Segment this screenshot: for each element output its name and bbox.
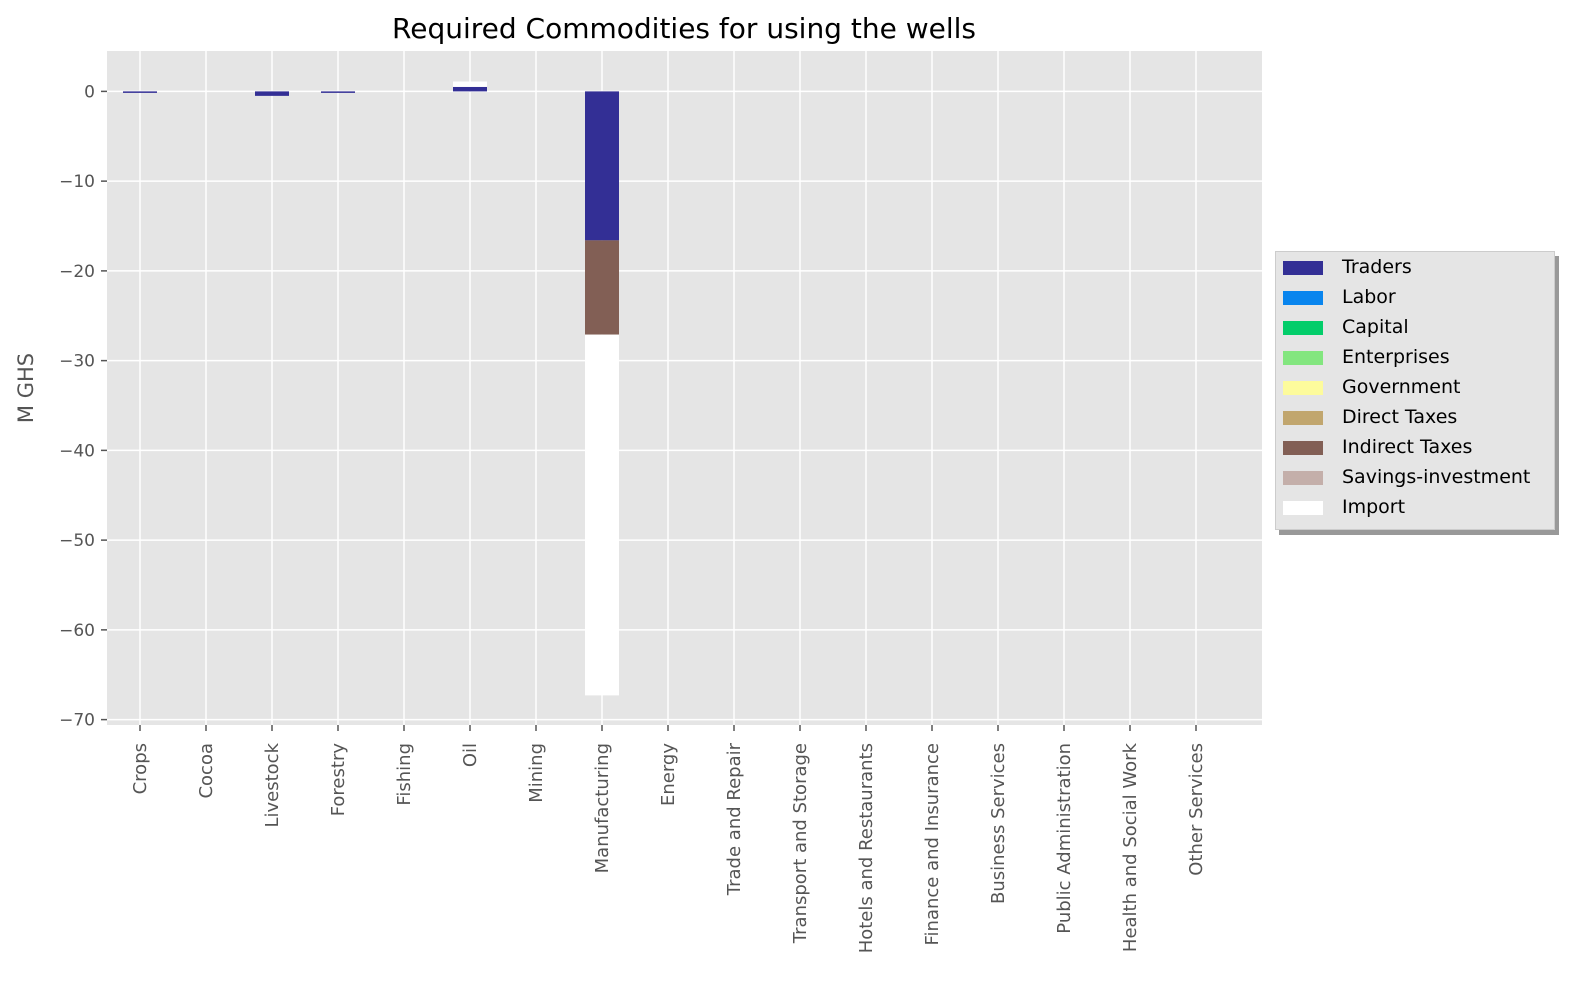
legend-item-indirect-taxes: Indirect Taxes	[1276, 434, 1556, 464]
legend-swatch-savings-investment	[1283, 471, 1323, 485]
bars-layer	[123, 81, 619, 696]
x-tick-label-business-services: Business Services	[988, 743, 1009, 904]
legend-item-direct-taxes: Direct Taxes	[1276, 404, 1556, 434]
bar-manufacturing-indirect-taxes	[585, 240, 619, 335]
y-tick-label: −20	[59, 262, 95, 282]
legend-label-labor: Labor	[1342, 286, 1396, 308]
y-tick-label: −70	[59, 711, 95, 731]
legend-swatch-indirect-taxes	[1283, 441, 1323, 455]
bar-oil-import	[453, 81, 487, 87]
legend-swatch-labor	[1283, 291, 1323, 305]
legend-label-enterprises: Enterprises	[1342, 346, 1450, 368]
grid-layer	[107, 51, 1262, 725]
y-tick-label: −10	[59, 172, 95, 192]
x-tick-label-health-and-social-work: Health and Social Work	[1120, 742, 1141, 952]
y-tick-label: 0	[84, 82, 95, 102]
x-tick-label-public-administration: Public Administration	[1054, 743, 1075, 934]
y-axis-label: M GHS	[14, 353, 38, 423]
legend-item-government: Government	[1276, 374, 1556, 404]
legend-item-capital: Capital	[1276, 314, 1556, 344]
x-tick-label-oil: Oil	[460, 743, 481, 767]
legend-label-import: Import	[1342, 496, 1406, 518]
legend-label-government: Government	[1342, 376, 1461, 398]
x-axis-ticks: Crops Cocoa Livestock Forestry Fishing Oil Min…	[130, 725, 1207, 953]
legend-item-traders: Traders	[1276, 254, 1556, 284]
legend-item-enterprises: Enterprises	[1276, 344, 1556, 374]
legend-swatch-government	[1283, 381, 1323, 395]
legend-label-traders: Traders	[1342, 256, 1412, 278]
plot-area	[107, 51, 1262, 725]
legend-swatch-direct-taxes	[1283, 411, 1323, 425]
x-tick-label-livestock: Livestock	[262, 742, 283, 827]
x-tick-label-finance-and-insurance: Finance and Insurance	[922, 743, 943, 945]
x-tick-label-fishing: Fishing	[394, 743, 415, 806]
legend-item-import: Import	[1276, 494, 1556, 524]
y-tick-label: −50	[59, 531, 95, 551]
y-tick-label: −30	[59, 352, 95, 372]
legend-label-capital: Capital	[1342, 316, 1409, 338]
y-tick-label: −60	[59, 621, 95, 641]
bar-crops-traders	[123, 91, 157, 93]
legend-swatch-enterprises	[1283, 351, 1323, 365]
x-tick-label-energy: Energy	[658, 743, 679, 806]
legend-label-direct-taxes: Direct Taxes	[1342, 406, 1458, 428]
x-tick-label-hotels-and-restaurants: Hotels and Restaurants	[856, 743, 877, 953]
bar-forestry-traders	[321, 91, 355, 93]
y-axis-ticks: 0 −10 −20 −30 −40 −50 −60 −70	[59, 82, 107, 731]
legend-item-labor: Labor	[1276, 284, 1556, 314]
legend: Traders Labor Capital Enterprises Govern…	[1275, 251, 1555, 530]
legend-item-savings-investment: Savings-investment	[1276, 464, 1556, 494]
bar-livestock-traders	[255, 91, 289, 96]
x-tick-label-crops: Crops	[130, 743, 151, 794]
bar-oil-traders	[453, 86, 487, 92]
y-tick-label: −40	[59, 441, 95, 461]
x-tick-label-transport-and-storage: Transport and Storage	[790, 743, 811, 944]
chart-title: Required Commodities for using the wells	[392, 12, 976, 45]
x-tick-label-other-services: Other Services	[1186, 743, 1207, 876]
bar-manufacturing-traders	[585, 91, 619, 241]
x-tick-label-forestry: Forestry	[328, 743, 349, 817]
legend-swatch-traders	[1283, 261, 1323, 275]
x-tick-label-cocoa: Cocoa	[196, 743, 217, 799]
legend-label-indirect-taxes: Indirect Taxes	[1342, 436, 1473, 458]
x-tick-label-trade-and-repair: Trade and Repair	[724, 742, 745, 896]
x-tick-label-manufacturing: Manufacturing	[592, 743, 613, 873]
x-tick-label-mining: Mining	[526, 743, 547, 803]
legend-swatch-import	[1283, 501, 1323, 515]
legend-swatch-capital	[1283, 321, 1323, 335]
legend-label-savings-investment: Savings-investment	[1342, 466, 1531, 488]
bar-manufacturing-import	[585, 334, 619, 696]
